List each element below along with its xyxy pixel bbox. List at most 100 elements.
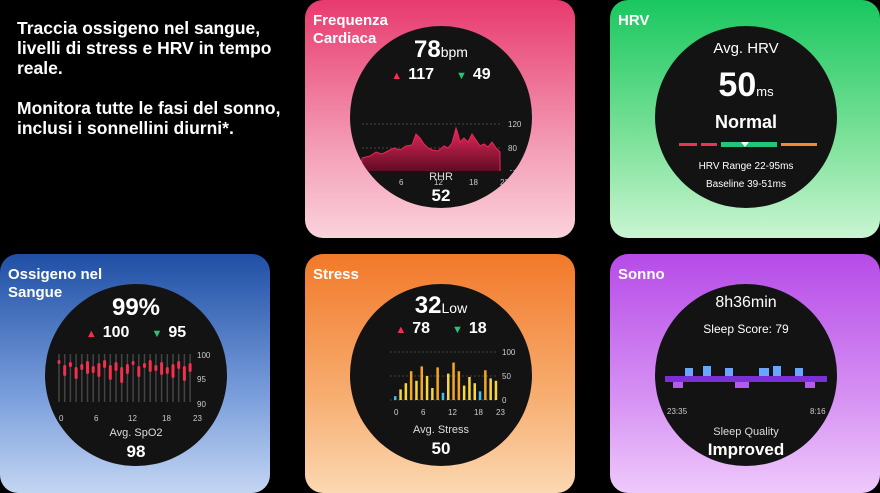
- sleep-stage-light: [735, 382, 749, 388]
- x-tick: 18: [469, 178, 478, 187]
- sleep-card[interactable]: Sonno 8h36min Sleep Score: 79 23:35 8:16…: [610, 254, 880, 493]
- stress-bar: [473, 383, 476, 400]
- spo2-range-bar: [171, 364, 175, 378]
- spo2-range-bar: [137, 366, 141, 377]
- spo2-range-bar: [74, 367, 78, 379]
- x-tick: 12: [128, 414, 137, 423]
- y-tick: 0: [502, 396, 507, 404]
- hrv-label: Avg. HRV: [713, 40, 779, 57]
- sleep-end-time: 8:16: [810, 407, 826, 416]
- watch-face: Avg. HRV 50ms Normal HRV Range 22-95ms B…: [655, 26, 837, 208]
- hrv-range-bar: [679, 142, 817, 147]
- heart-rate-card[interactable]: Frequenza Cardiaca 78bpm ▲ 117 ▼ 49 120 80…: [305, 0, 575, 238]
- sleep-start-time: 23:35: [667, 407, 688, 416]
- watch-face: 99% ▲ 100 ▼ 95 100 95 90 0 6 12 18 23 Avg.…: [45, 284, 227, 466]
- x-tick: 0: [59, 414, 64, 423]
- hrv-range: HRV Range 22-95ms: [698, 161, 794, 172]
- stress-bar: [457, 371, 461, 400]
- stress-bar: [484, 370, 487, 400]
- x-tick: 6: [399, 178, 404, 187]
- card-title: HRV: [618, 12, 650, 29]
- stress-bar: [447, 373, 450, 400]
- heart-rate-value: 78bpm: [414, 36, 468, 63]
- stress-bar: [436, 367, 439, 400]
- sleep-quality-label: Sleep Quality: [713, 426, 779, 438]
- spo2-range-bar: [114, 362, 118, 371]
- stress-bar: [489, 378, 492, 400]
- spo2-avg-label: Avg. SpO2: [109, 427, 163, 439]
- spo2-range-bar: [143, 363, 146, 368]
- stress-bar: [431, 388, 434, 400]
- intro-line-2: Monitora tutte le fasi del sonno, inclus…: [17, 98, 281, 138]
- rhr-value: 52: [431, 186, 451, 205]
- stress-bar: [468, 376, 471, 400]
- intro-text: Traccia ossigeno nel sangue, livelli di …: [17, 18, 302, 158]
- y-tick: 80: [508, 144, 517, 153]
- spo2-range-bar: [165, 367, 169, 374]
- stress-x-axis: 0 6 12 18 23: [394, 408, 505, 417]
- spo2-range-bar: [188, 363, 192, 372]
- up-arrow-icon: ▲: [85, 328, 97, 340]
- stress-bar: [415, 380, 418, 400]
- stress-bar: [420, 366, 423, 400]
- x-tick: 6: [421, 408, 426, 417]
- x-tick: 23: [496, 408, 505, 417]
- sleep-stage-rem: [773, 366, 781, 376]
- hrv-baseline: Baseline 39-51ms: [705, 179, 787, 190]
- y-tick: 40: [508, 169, 517, 171]
- sleep-stage-rem: [703, 366, 711, 376]
- stress-card[interactable]: Stress 32Low ▲ 78 ▼ 18 100 50 0 0 6 12 18 …: [305, 254, 575, 493]
- card-title: Frequenza Cardiaca: [313, 12, 389, 47]
- spo2-range-bar: [57, 360, 61, 364]
- card-title: Ossigeno nel Sangue: [8, 266, 103, 301]
- sleep-stage-rem: [725, 368, 733, 376]
- marker-icon: [741, 142, 749, 147]
- y-tick: 90: [197, 400, 206, 409]
- spo2-range-bar: [108, 365, 112, 380]
- stress-avg-label: Avg. Stress: [412, 424, 470, 436]
- stress-bar: [399, 389, 402, 400]
- spo2-range-bar: [68, 362, 72, 367]
- stress-bar: [394, 396, 397, 400]
- stress-bar: [425, 376, 429, 400]
- stress-bar: [452, 362, 455, 400]
- spo2-range-bar: [103, 360, 107, 368]
- spo2-range-bar: [97, 363, 101, 377]
- y-tick: 95: [197, 375, 206, 384]
- stress-bar: [441, 392, 445, 400]
- stress-avg-value: 50: [431, 439, 451, 458]
- stress-bar: [404, 383, 408, 400]
- intro-line-1: Traccia ossigeno nel sangue, livelli di …: [17, 18, 272, 78]
- spo2-x-axis: 0 6 12 18 23: [59, 414, 202, 423]
- spo2-range-bar: [148, 360, 152, 372]
- down-arrow-icon: ▼: [452, 324, 463, 336]
- spo2-range: ▲ 100 ▼ 95: [85, 324, 187, 341]
- y-tick: 100: [502, 348, 516, 357]
- sleep-stage-light: [673, 382, 683, 388]
- spo2-chart: 100 95 90: [57, 351, 211, 409]
- sleep-stage-light: [805, 382, 815, 388]
- spo2-range-bar: [182, 366, 186, 381]
- spo2-avg-value: 98: [126, 442, 146, 461]
- spo2-card[interactable]: Ossigeno nel Sangue 99% ▲ 100 ▼ 95 100 95 …: [0, 254, 270, 493]
- hrv-card[interactable]: HRV Avg. HRV 50ms Normal HRV Range 22-95…: [610, 0, 880, 238]
- stress-bar: [462, 385, 466, 400]
- x-tick: 6: [94, 414, 99, 423]
- card-title: Stress: [313, 266, 359, 283]
- spo2-value: 99%: [111, 294, 161, 321]
- sleep-stage-rem: [685, 368, 693, 376]
- spo2-range-bar: [63, 365, 67, 376]
- up-arrow-icon: ▲: [395, 324, 407, 336]
- watch-face: 8h36min Sleep Score: 79 23:35 8:16 Sleep…: [655, 284, 837, 466]
- x-tick: 0: [364, 178, 369, 187]
- x-tick: 18: [474, 408, 483, 417]
- up-arrow-icon: ▲: [391, 70, 403, 82]
- x-tick: 18: [162, 414, 171, 423]
- down-arrow-icon: ▼: [151, 328, 163, 340]
- spo2-range-bar: [86, 361, 89, 374]
- sleep-duration: 8h36min: [715, 294, 777, 311]
- spo2-range-bar: [160, 362, 164, 375]
- sleep-stages-chart: [665, 366, 827, 388]
- sleep-stage-rem: [759, 368, 769, 376]
- heart-rate-x-axis: 0 6 12 18 23: [364, 178, 509, 187]
